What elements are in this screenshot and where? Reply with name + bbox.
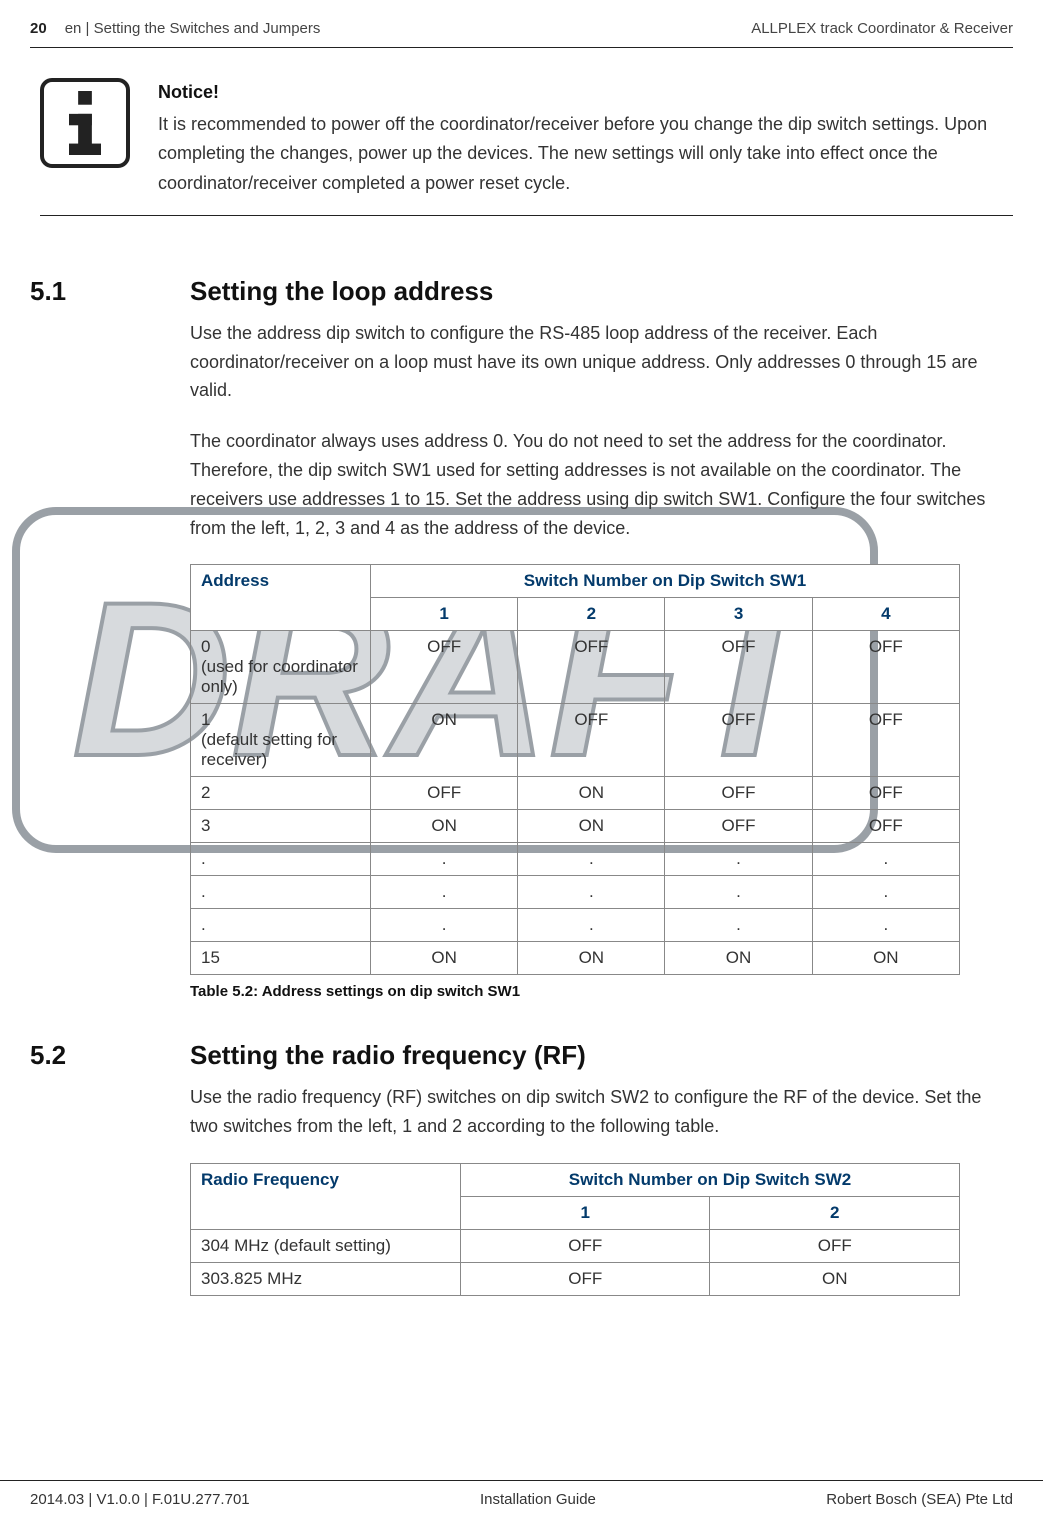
table-header: 2 — [518, 598, 665, 631]
table-cell: OFF — [461, 1229, 710, 1262]
paragraph: Use the address dip switch to configure … — [190, 319, 1013, 405]
table-cell: . — [191, 876, 371, 909]
header-product: ALLPLEX track Coordinator & Receiver — [751, 20, 1013, 37]
footer-center: Installation Guide — [480, 1491, 596, 1508]
table-row: 304 MHz (default setting)OFFOFF — [191, 1229, 960, 1262]
table-cell: . — [191, 909, 371, 942]
table-cell: OFF — [812, 631, 959, 704]
table-cell: 0(used for coordinator only) — [191, 631, 371, 704]
table-cell: ON — [812, 942, 959, 975]
table-row: 1(default setting for receiver)ONOFFOFFO… — [191, 704, 960, 777]
page-footer: 2014.03 | V1.0.0 | F.01U.277.701 Install… — [0, 1480, 1043, 1508]
table-row: 303.825 MHzOFFON — [191, 1262, 960, 1295]
table-cell: ON — [518, 777, 665, 810]
table-row: 2OFFONOFFOFF — [191, 777, 960, 810]
table-row: ..... — [191, 876, 960, 909]
page-header: 20 en | Setting the Switches and Jumpers… — [30, 20, 1013, 48]
table-cell: OFF — [710, 1229, 960, 1262]
table-header: 3 — [665, 598, 812, 631]
table-cell: OFF — [371, 777, 518, 810]
page-number: 20 — [30, 20, 47, 37]
table-cell: OFF — [665, 810, 812, 843]
table-header: 1 — [371, 598, 518, 631]
table-header: Radio Frequency — [191, 1163, 461, 1229]
table-row: ..... — [191, 909, 960, 942]
table-cell: OFF — [812, 810, 959, 843]
table-cell: ON — [518, 942, 665, 975]
table-cell: ON — [665, 942, 812, 975]
table-cell: OFF — [665, 631, 812, 704]
table-cell: . — [518, 876, 665, 909]
table-cell: 1(default setting for receiver) — [191, 704, 371, 777]
table-cell: 15 — [191, 942, 371, 975]
notice-title: Notice! — [158, 78, 1013, 108]
section-number: 5.1 — [30, 276, 190, 427]
table-cell: ON — [371, 810, 518, 843]
section-heading: Setting the loop address — [190, 276, 1013, 307]
table-cell: . — [371, 909, 518, 942]
table-cell: . — [371, 876, 518, 909]
table-cell: ON — [710, 1262, 960, 1295]
table-cell: ON — [371, 942, 518, 975]
table-cell: 3 — [191, 810, 371, 843]
table-row: 3ONONOFFOFF — [191, 810, 960, 843]
table-cell: . — [191, 843, 371, 876]
footer-right: Robert Bosch (SEA) Pte Ltd — [826, 1491, 1013, 1508]
table-cell: OFF — [665, 704, 812, 777]
section-number: 5.2 — [30, 1040, 190, 1296]
table-cell: OFF — [518, 704, 665, 777]
notice-body: It is recommended to power off the coord… — [158, 110, 1013, 199]
section-5-1: 5.1 Setting the loop address Use the add… — [30, 276, 1013, 427]
table-cell: . — [371, 843, 518, 876]
table-header: 2 — [710, 1196, 960, 1229]
table-cell: OFF — [371, 631, 518, 704]
footer-left: 2014.03 | V1.0.0 | F.01U.277.701 — [30, 1491, 250, 1508]
table-sw2: Radio Frequency Switch Number on Dip Swi… — [190, 1163, 960, 1296]
table-cell: OFF — [812, 704, 959, 777]
table-cell: 303.825 MHz — [191, 1262, 461, 1295]
table-cell: 304 MHz (default setting) — [191, 1229, 461, 1262]
paragraph: The coordinator always uses address 0. Y… — [190, 427, 1013, 542]
notice-block: Notice! It is recommended to power off t… — [40, 78, 1013, 216]
table-cell: OFF — [461, 1262, 710, 1295]
table-cell: . — [665, 843, 812, 876]
table-row: 15ONONONON — [191, 942, 960, 975]
table-cell: . — [665, 909, 812, 942]
table-cell: ON — [518, 810, 665, 843]
info-icon — [40, 78, 130, 168]
table-row: 0(used for coordinator only)OFFOFFOFFOFF — [191, 631, 960, 704]
table-header: 4 — [812, 598, 959, 631]
table-cell: OFF — [665, 777, 812, 810]
table-cell: . — [665, 876, 812, 909]
paragraph: Use the radio frequency (RF) switches on… — [190, 1083, 1013, 1141]
table-caption: Table 5.2: Address settings on dip switc… — [190, 983, 1013, 1000]
table-row: ..... — [191, 843, 960, 876]
table-cell: ON — [371, 704, 518, 777]
table-header: Address — [191, 565, 371, 631]
section-heading: Setting the radio frequency (RF) — [190, 1040, 1013, 1071]
table-cell: . — [518, 909, 665, 942]
table-cell: 2 — [191, 777, 371, 810]
section-5-2: 5.2 Setting the radio frequency (RF) Use… — [30, 1040, 1013, 1296]
table-header: 1 — [461, 1196, 710, 1229]
header-breadcrumb: en | Setting the Switches and Jumpers — [65, 20, 321, 37]
table-cell: . — [812, 843, 959, 876]
table-cell: OFF — [518, 631, 665, 704]
table-cell: OFF — [812, 777, 959, 810]
table-cell: . — [518, 843, 665, 876]
table-header: Switch Number on Dip Switch SW1 — [371, 565, 960, 598]
table-sw1: Address Switch Number on Dip Switch SW1 … — [190, 564, 960, 975]
table-header: Switch Number on Dip Switch SW2 — [461, 1163, 960, 1196]
table-cell: . — [812, 876, 959, 909]
table-cell: . — [812, 909, 959, 942]
